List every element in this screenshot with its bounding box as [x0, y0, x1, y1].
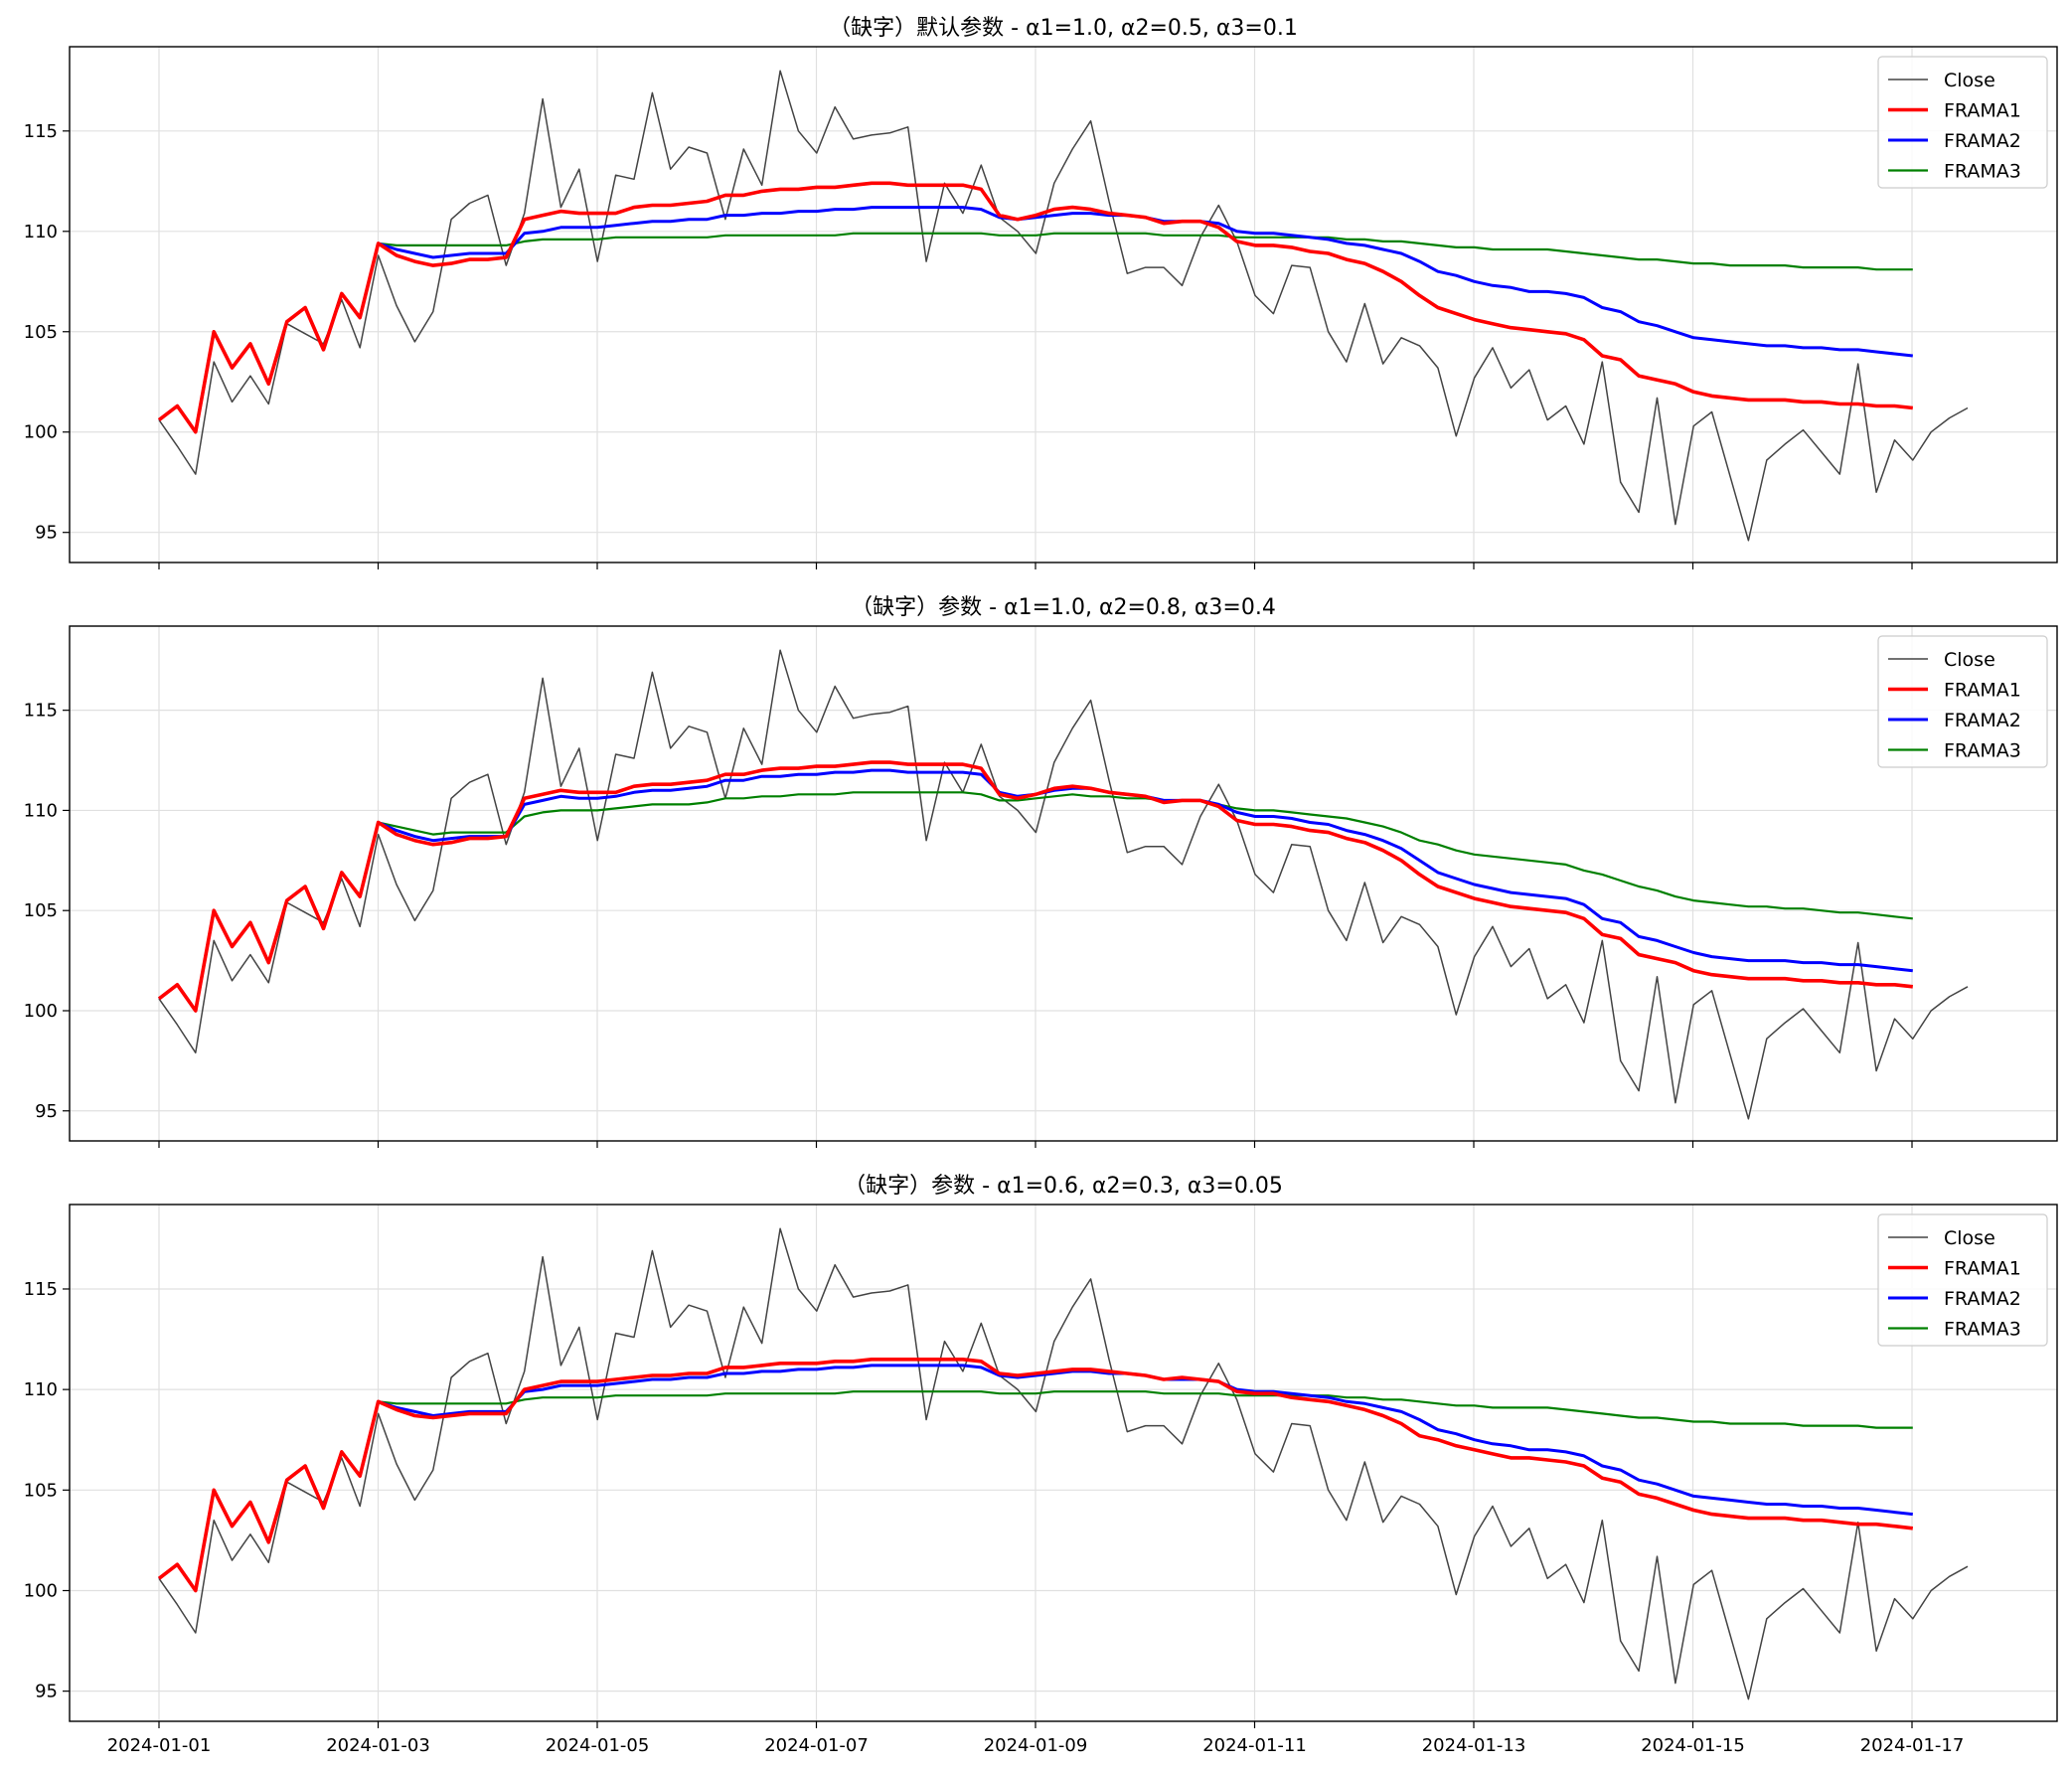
y-tick-label: 115 [24, 1279, 58, 1300]
legend-label: FRAMA3 [1944, 1319, 2021, 1341]
y-tick-label: 95 [35, 1101, 58, 1122]
series-frama1-line [157, 760, 1913, 1013]
chart-panel-1: （缺字）默认参数 - α1=1.0, α2=0.5, α3=0.1 95 100 10… [24, 16, 2058, 569]
x-tick-label: 2024-01-11 [1202, 1735, 1307, 1756]
series-close-line [158, 1227, 1969, 1700]
series-frama1-line [157, 181, 1913, 434]
series-close-line [158, 70, 1969, 542]
legend-label: FRAMA1 [1944, 1258, 2021, 1280]
y-tick-label: 115 [24, 701, 58, 722]
y-tick-label: 110 [24, 222, 58, 242]
chart-title: （缺字）默认参数 - α1=1.0, α2=0.5, α3=0.1 [829, 16, 1298, 41]
chart-title: （缺字）参数 - α1=1.0, α2=0.8, α3=0.4 [851, 595, 1276, 620]
plot-frame [69, 46, 2058, 564]
legend-box [1877, 635, 2048, 768]
series-frama1-line [157, 1358, 1914, 1593]
plot-frame [69, 1204, 2058, 1722]
y-tick-label: 110 [24, 800, 58, 821]
legend-label: FRAMA1 [1944, 100, 2021, 122]
y-tick-label: 100 [24, 1580, 58, 1601]
y-tick-label: 105 [24, 1480, 58, 1501]
legend: Close FRAMA1 FRAMA2 FRAMA3 [1877, 56, 2048, 189]
legend: Close FRAMA1 FRAMA2 FRAMA3 [1877, 1213, 2048, 1347]
x-tick-label: 2024-01-17 [1860, 1735, 1965, 1756]
legend-label: FRAMA1 [1944, 680, 2021, 702]
y-tick-label: 110 [24, 1379, 58, 1400]
x-tick-label: 2024-01-15 [1641, 1735, 1745, 1756]
x-tick-label: 2024-01-03 [326, 1735, 430, 1756]
legend-label: Close [1944, 649, 1995, 671]
x-tick-label: 2024-01-05 [546, 1735, 650, 1756]
legend: Close FRAMA1 FRAMA2 FRAMA3 [1877, 635, 2048, 768]
series-close-line [158, 649, 1969, 1120]
y-tick-label: 95 [35, 1682, 58, 1702]
legend-label: Close [1944, 70, 1995, 91]
series-frama3-line [158, 791, 1913, 1013]
series-frama2-line [158, 1364, 1913, 1592]
x-tick-label: 2024-01-07 [764, 1735, 869, 1756]
legend-box [1877, 56, 2048, 189]
x-tick-label: 2024-01-01 [107, 1735, 212, 1756]
legend-label: Close [1944, 1227, 1995, 1249]
chart-panel-2: （缺字）参数 - α1=1.0, α2=0.8, α3=0.4 95 100 105 1… [24, 595, 2058, 1148]
y-tick-label: 100 [24, 1001, 58, 1022]
series-frama2-line [158, 206, 1913, 434]
legend-label: FRAMA2 [1944, 1288, 2021, 1310]
legend-label: FRAMA3 [1944, 161, 2021, 183]
legend-label: FRAMA3 [1944, 740, 2021, 762]
chart-title: （缺字）参数 - α1=0.6, α2=0.3, α3=0.05 [844, 1174, 1283, 1199]
series-frama3-line [158, 1390, 1913, 1592]
y-tick-label: 100 [24, 422, 58, 443]
chart-panel-3: （缺字）参数 - α1=0.6, α2=0.3, α3=0.05 2024-01-… [24, 1174, 2058, 1756]
x-tick-label: 2024-01-13 [1422, 1735, 1526, 1756]
legend-box [1877, 1213, 2048, 1347]
x-tick-label: 2024-01-09 [984, 1735, 1088, 1756]
legend-label: FRAMA2 [1944, 710, 2021, 731]
y-tick-label: 105 [24, 900, 58, 921]
y-tick-label: 105 [24, 322, 58, 343]
plot-frame [69, 625, 2058, 1142]
y-tick-label: 95 [35, 523, 58, 544]
series-frama3-line [158, 232, 1913, 433]
y-tick-label: 115 [24, 121, 58, 142]
legend-label: FRAMA2 [1944, 130, 2021, 152]
